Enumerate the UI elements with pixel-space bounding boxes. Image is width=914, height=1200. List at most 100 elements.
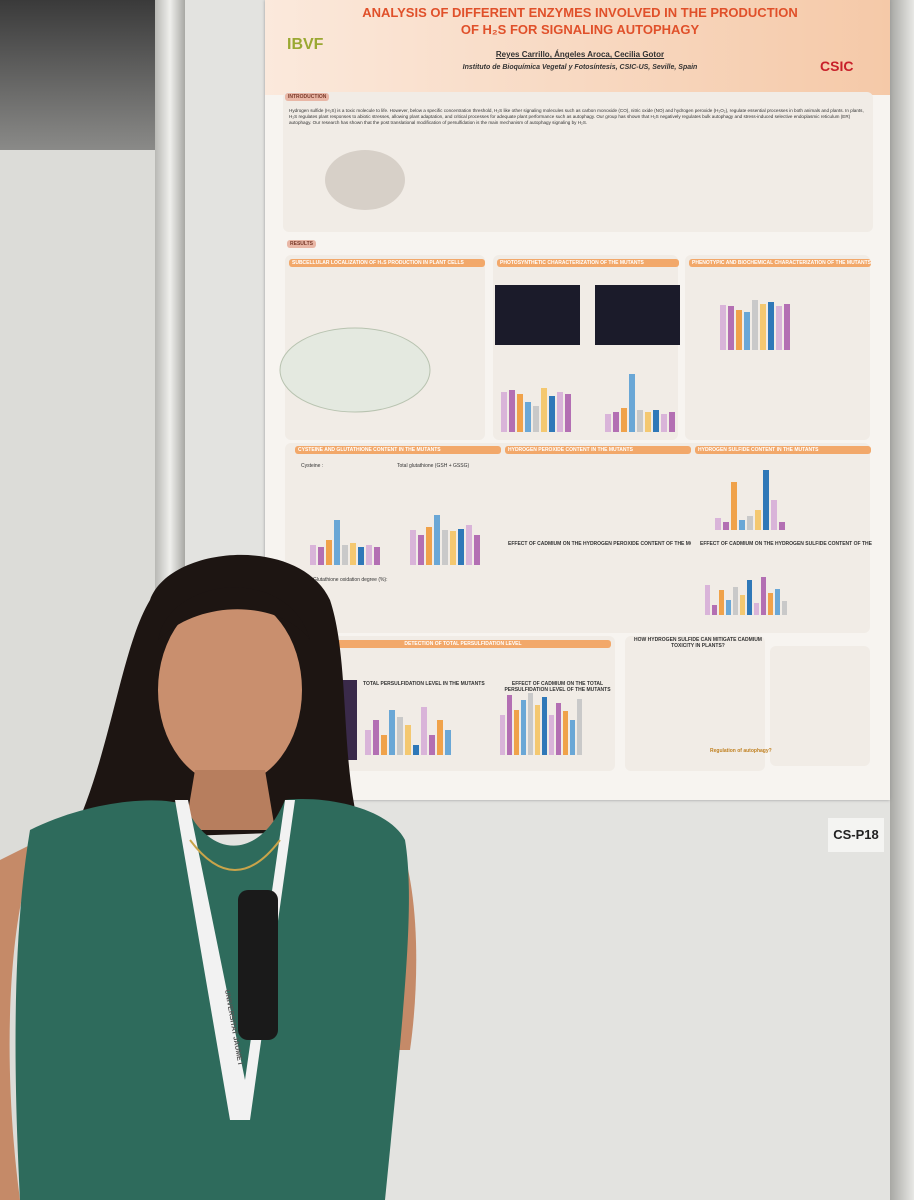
decor [570,720,575,755]
frame-right [890,0,914,1200]
decor [720,305,726,350]
neck [185,770,275,830]
decor [434,515,440,565]
label: Cysteine : [301,463,324,469]
decor [775,589,780,615]
decor [358,547,364,565]
decor [374,547,380,565]
decor [613,412,619,432]
panel-title: EFFECT OF CADMIUM ON THE HYDROGEN PEROXI… [508,541,691,547]
logo-csic: CSIC [820,58,854,74]
decor [768,593,773,615]
decor [381,735,387,755]
necklace [189,839,281,871]
decor [556,703,561,755]
panel-title: EFFECT OF CADMIUM ON THE TOTAL PERSULFID… [504,681,611,693]
decor [605,414,611,432]
board-label: CS-P18 [828,818,884,852]
decor [733,587,738,615]
decor [739,520,745,530]
label: Glutathione oxidation degree (%): [313,577,388,583]
decor [747,516,753,530]
decor [768,302,774,350]
decor [442,530,448,565]
decor [509,390,515,432]
decor [669,412,675,432]
decor [466,525,472,565]
decor [533,406,539,432]
panel [625,636,765,771]
hair-top [158,587,310,640]
decor [761,577,766,615]
decor [421,707,427,755]
decor [521,700,526,755]
decor [366,545,372,565]
decor [637,410,643,432]
decor [563,711,568,755]
decor [495,285,580,345]
decor [740,595,745,615]
decor [405,725,411,755]
decor [760,304,766,350]
decor [771,500,777,530]
ceiling [0,0,160,150]
panel-title: DETECTION OF TOTAL PERSULFIDATION LEVEL [315,640,611,648]
decor [782,601,787,615]
decor [776,306,782,350]
decor [445,730,451,755]
decor [397,717,403,755]
decor [645,412,651,432]
affiliation: Instituto de Bioquímica Vegetal y Fotosí… [462,64,698,71]
decor [437,720,443,755]
decor [528,693,533,755]
decor [542,697,547,755]
decor [752,300,758,350]
panel-title: CYSTEINE AND GLUTATHIONE CONTENT IN THE … [295,446,501,454]
panel [770,646,870,766]
sunglasses [238,890,278,1040]
decor [365,730,371,755]
decor [429,735,435,755]
label: Regulation of autophagy? [710,748,772,754]
decor [595,285,680,345]
decor [728,306,734,350]
intro-heading: INTRODUCTION [285,93,330,101]
panel-title: SUBCELLULAR LOCALIZATION OF H₂S PRODUCTI… [289,259,485,267]
decor [629,374,635,432]
decor [525,402,531,432]
authors: Reyes Carrillo, Ángeles Aroca, Cecilia G… [495,50,665,59]
decor [426,527,432,565]
decor [325,150,405,210]
decor [535,705,540,755]
decor [557,392,563,432]
decor [350,543,356,565]
decor [719,590,724,615]
panel-title: HOW HYDROGEN SULFIDE CAN MITIGATE CADMIU… [634,637,762,649]
panel-title: HYDROGEN SULFIDE CONTENT IN THE MUTANTS [695,446,871,454]
decor [661,414,667,432]
decor [549,396,555,432]
decor [418,535,424,565]
decor [712,605,717,615]
face [158,595,302,785]
decor [577,699,582,755]
label: Total glutathione (GSH + GSSG) [397,463,470,469]
decor [747,580,752,615]
decor [723,522,729,530]
decor [779,522,785,530]
decor [621,408,627,432]
panel-title: HYDROGEN PEROXIDE CONTENT IN THE MUTANTS [505,446,691,454]
decor [342,545,348,565]
panel-title: TOTAL PERSULFIDATION LEVEL IN THE MUTANT… [363,681,485,687]
decor [715,518,721,530]
decor [653,410,659,432]
poster-header [265,0,890,95]
poster-title: ANALYSIS OF DIFFERENT ENZYMES INVOLVED I… [362,5,798,37]
decor [410,530,416,565]
decor [763,470,769,530]
decor [334,520,340,565]
panel-title: PHOTOSYNTHETIC CHARACTERIZATION OF THE M… [497,259,679,267]
decor [326,540,332,565]
logo-ibvf: IBVF [287,36,324,53]
